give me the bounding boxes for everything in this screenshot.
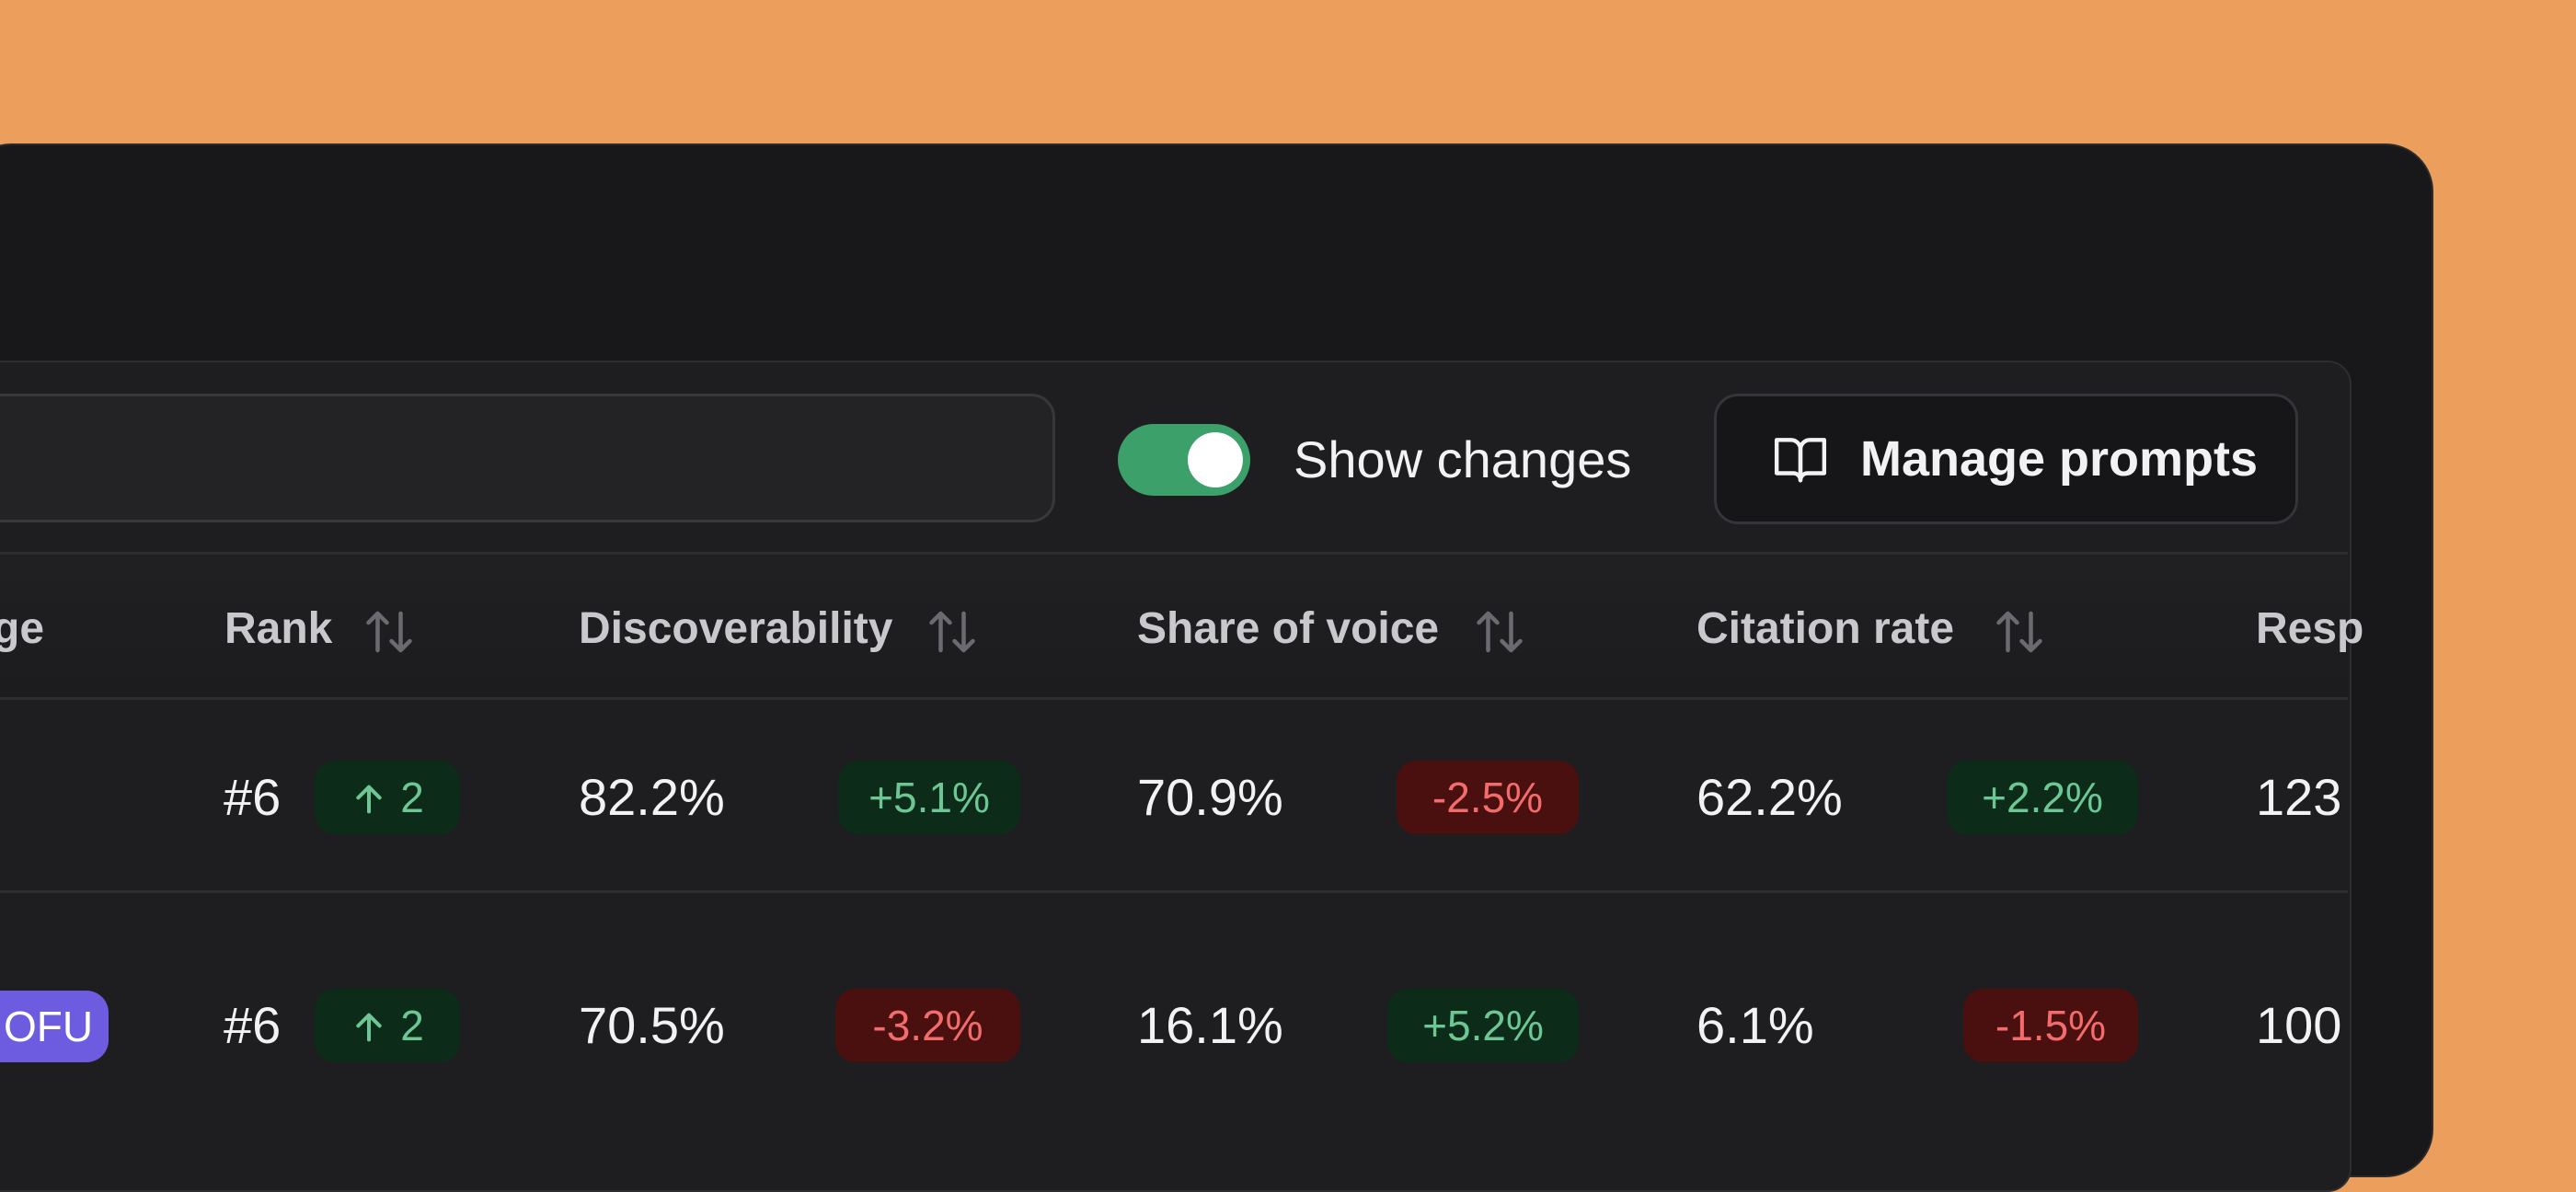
citation-rate-value: 62.2% [1696,768,1843,826]
column-header-rank[interactable]: Rank [224,604,333,653]
toggle-knob [1188,432,1243,487]
citation-rate-change-badge: +2.2% [1947,761,2138,834]
divider [0,697,2348,700]
arrow-up-icon [356,785,382,814]
sort-arrows-icon[interactable] [362,604,417,659]
manage-prompts-button[interactable]: Manage prompts [1714,394,2298,524]
share-of-voice-change-badge: -2.5% [1397,761,1579,834]
sort-arrows-icon[interactable] [1992,604,2047,659]
search-input[interactable] [0,394,1055,522]
book-open-icon [1774,438,1827,483]
responses-value: 123 [2256,768,2342,826]
divider [0,552,2348,555]
rank-value: #6 [224,768,282,826]
citation-rate-change-badge: -1.5% [1963,989,2138,1062]
show-changes-label: Show changes [1294,430,1632,488]
sort-arrows-icon[interactable] [1472,604,1527,659]
discoverability-value: 82.2% [579,768,725,826]
share-of-voice-change-badge: +5.2% [1387,989,1579,1062]
share-of-voice-value: 16.1% [1137,996,1283,1054]
share-of-voice-value: 70.9% [1137,768,1283,826]
divider [0,890,2348,893]
rank-change-value: 2 [400,774,424,821]
discoverability-change-badge: +5.1% [838,761,1020,834]
rank-value: #6 [224,996,282,1054]
responses-value: 100 [2256,996,2342,1054]
discoverability-change-badge: -3.2% [835,989,1020,1062]
column-header-citation-rate[interactable]: Citation rate [1696,604,1955,653]
column-header-stage[interactable]: ge [0,604,45,653]
rank-change-value: 2 [400,1002,424,1049]
arrow-up-icon [356,1013,382,1042]
rank-change-badge: 2 [315,989,460,1062]
sort-arrows-icon[interactable] [925,604,980,659]
table-header [0,555,2348,699]
rank-change-badge: 2 [315,761,460,834]
discoverability-value: 70.5% [579,996,725,1054]
column-header-discoverability[interactable]: Discoverability [579,604,893,653]
column-header-responses[interactable]: Resp [2256,604,2364,653]
show-changes-toggle[interactable] [1118,424,1250,496]
manage-prompts-label: Manage prompts [1860,431,2259,487]
citation-rate-value: 6.1% [1696,996,1814,1054]
funnel-stage-tag: OFU [0,991,109,1062]
column-header-share-of-voice[interactable]: Share of voice [1137,604,1440,653]
